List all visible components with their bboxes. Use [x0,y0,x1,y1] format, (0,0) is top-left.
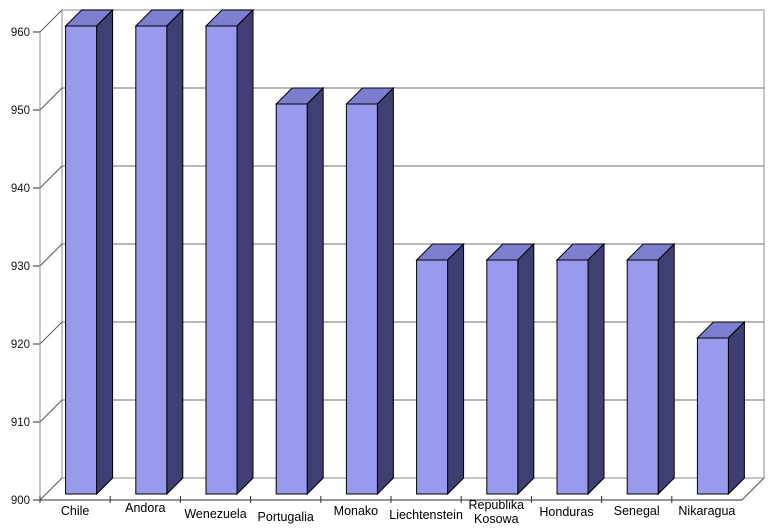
y-axis-label: 940 [11,183,30,195]
bar-front-face [626,259,659,495]
bar-side-face [657,242,675,496]
bar-group [64,8,114,496]
bar-front-face [275,103,308,495]
bar-group [415,242,465,496]
x-axis-label: Portugalia [258,510,314,524]
y-tick-connector [39,9,63,33]
bottom-right-diagonal [741,477,765,501]
y-tick-connector [39,87,63,111]
y-tick-connector [39,477,63,501]
y-axis-label: 930 [11,261,30,273]
bar-group [204,8,255,496]
bar-group [625,242,676,496]
bar-side-face [447,242,465,496]
y-tick-connector [39,165,63,189]
y-axis-label: 900 [11,495,30,507]
bar-front-face [345,103,378,495]
bar-side-face [306,86,324,496]
bar-side-face [96,8,114,496]
bar-side-face [236,8,254,496]
x-axis-label: Nikaragua [678,504,735,518]
bar-front-face [486,259,519,495]
bar-group [345,86,395,496]
y-axis-label: 950 [11,105,30,117]
bar-group [134,8,185,496]
y-tick-connector [39,399,63,423]
bar-side-face [166,8,184,496]
bar-front-face [556,259,589,495]
bar-front-face [205,25,238,495]
x-axis-label: Monako [334,504,379,518]
bar-front-face [65,25,98,495]
bar-group [696,320,746,496]
x-axis-label: Liechtenstein [389,508,463,522]
bar-front-face [696,337,729,495]
bar-side-face [517,242,535,496]
bar-front-face [135,25,168,495]
bar-group [274,86,325,496]
y-axis-label: 960 [11,27,30,39]
bar-group [555,242,606,496]
bar-side-face [587,242,605,496]
y-axis-label: 920 [11,339,30,351]
x-axis-label: Republika Kosowa [469,498,525,526]
x-axis-label: Honduras [539,505,593,519]
x-axis-label: Chile [61,504,90,518]
x-axis-label: Wenezuela [184,507,246,521]
x-axis-label: Senegal [614,504,660,518]
bar-front-face [416,259,449,495]
bar-side-face [376,86,394,496]
y-tick-connector [39,243,63,267]
y-tick-connector [39,321,63,345]
x-axis-label: Andora [125,501,165,515]
bar-group [485,242,536,496]
y-axis-label: 910 [11,417,30,429]
bar-side-face [727,320,745,496]
